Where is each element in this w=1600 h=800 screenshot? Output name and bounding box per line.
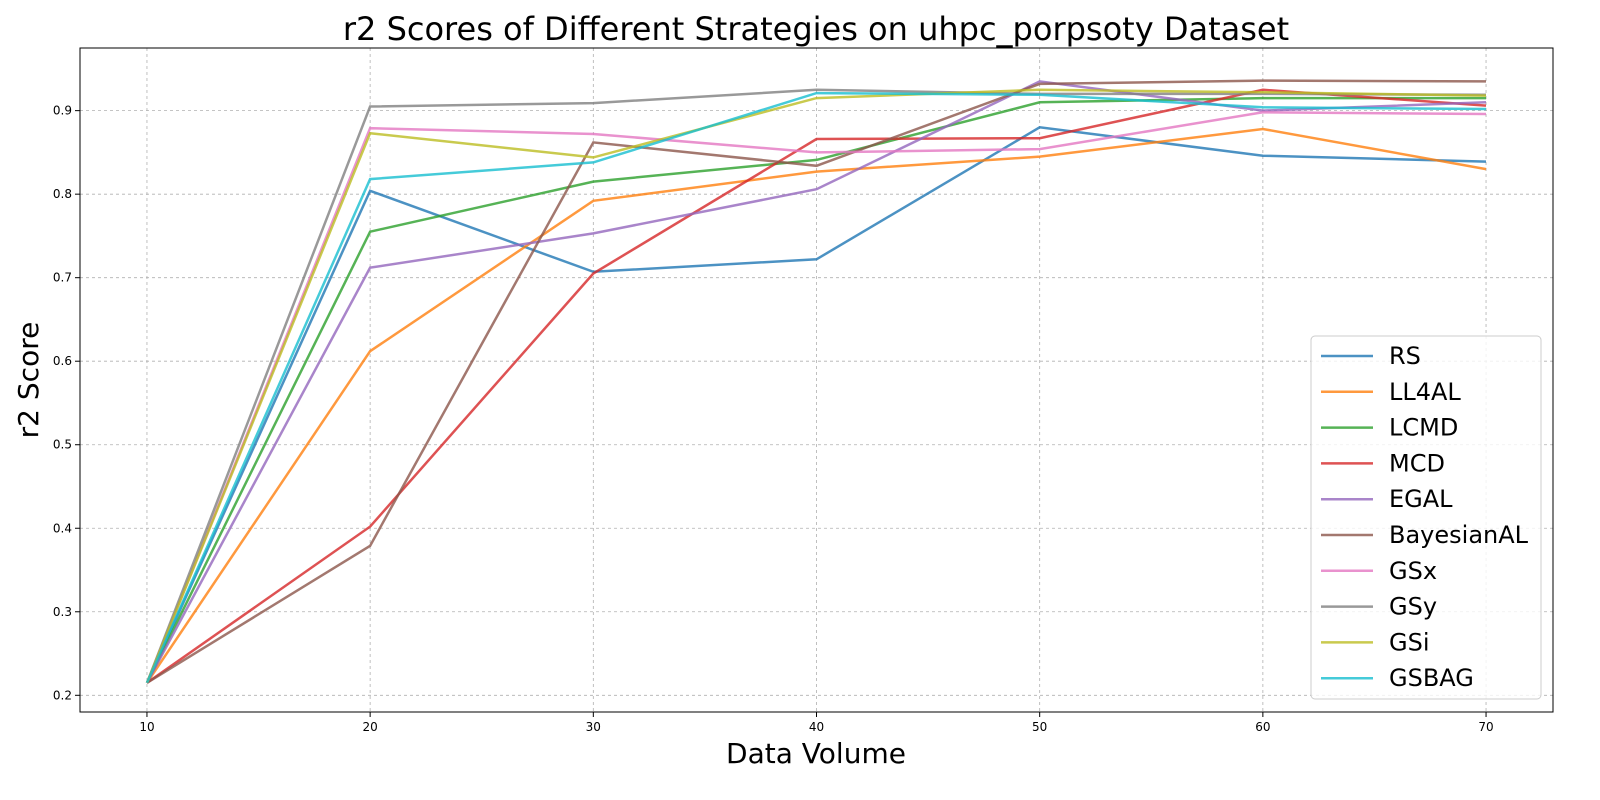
series-line-rs — [145, 126, 1487, 684]
y-tick-label: 0.9 — [53, 104, 72, 118]
y-tick-label: 0.5 — [53, 438, 72, 452]
series-line-gsx — [145, 111, 1487, 684]
legend: RS LL4AL LCMD MCD EGAL BayesianAL GSx GSy GSi GSB… — [1310, 335, 1542, 700]
series-line-gsi — [145, 88, 1487, 684]
y-tick-label: 0.4 — [53, 521, 72, 535]
x-tick-label: 50 — [1032, 720, 1047, 734]
legend-label-lcmd: LCMD — [1389, 414, 1458, 442]
y-axis: 0.2 0.3 0.4 0.5 0.6 0.7 0.8 0.9 — [53, 104, 80, 702]
legend-label-egal: EGAL — [1389, 485, 1453, 513]
x-axis: 10 20 30 40 50 60 70 — [139, 712, 1494, 734]
y-tick-label: 0.2 — [53, 688, 72, 702]
x-tick-label: 40 — [809, 720, 824, 734]
legend-label-ll4al: LL4AL — [1389, 378, 1461, 406]
legend-label-mcd: MCD — [1389, 449, 1445, 477]
series-line-lcmd — [145, 96, 1486, 684]
y-tick-label: 0.6 — [53, 354, 72, 368]
legend-label-bayesianal: BayesianAL — [1389, 521, 1529, 549]
legend-label-gsbag: GSBAG — [1389, 664, 1474, 692]
x-tick-label: 60 — [1255, 720, 1270, 734]
y-tick-label: 0.3 — [53, 605, 72, 619]
legend-label-gsx: GSx — [1389, 557, 1437, 585]
x-tick-label: 70 — [1478, 720, 1493, 734]
legend-label-rs: RS — [1389, 342, 1421, 370]
series-line-mcd — [146, 88, 1487, 684]
series-line-bayesianal — [146, 79, 1487, 684]
series-layer — [145, 79, 1487, 684]
x-tick-label: 10 — [139, 720, 154, 734]
series-line-egal — [145, 80, 1487, 684]
legend-label-gsy: GSy — [1389, 593, 1437, 621]
legend-label-gsi: GSi — [1389, 628, 1430, 656]
chart-title: r2 Scores of Different Strategies on uhp… — [343, 10, 1289, 48]
x-tick-label: 30 — [586, 720, 601, 734]
series-line-ll4al — [145, 127, 1487, 684]
y-axis-title: r2 Score — [12, 322, 45, 439]
series-line-gsbag — [145, 91, 1487, 684]
y-tick-label: 0.7 — [53, 271, 72, 285]
series-line-gsy — [145, 88, 1487, 684]
x-tick-label: 20 — [362, 720, 377, 734]
x-axis-title: Data Volume — [726, 737, 906, 770]
y-tick-label: 0.8 — [53, 187, 72, 201]
